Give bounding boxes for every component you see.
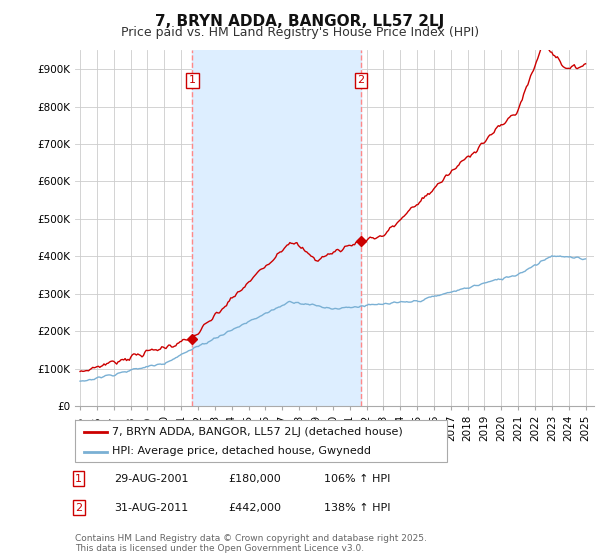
Text: 2: 2 [358,76,365,85]
Text: 2: 2 [75,503,82,513]
Text: HPI: Average price, detached house, Gwynedd: HPI: Average price, detached house, Gwyn… [112,446,371,456]
Text: 7, BRYN ADDA, BANGOR, LL57 2LJ (detached house): 7, BRYN ADDA, BANGOR, LL57 2LJ (detached… [112,427,403,437]
Text: 7, BRYN ADDA, BANGOR, LL57 2LJ: 7, BRYN ADDA, BANGOR, LL57 2LJ [155,14,445,29]
Text: 29-AUG-2001: 29-AUG-2001 [114,474,188,484]
Text: 106% ↑ HPI: 106% ↑ HPI [324,474,391,484]
Text: 31-AUG-2011: 31-AUG-2011 [114,503,188,513]
Text: £442,000: £442,000 [228,503,281,513]
Text: Price paid vs. HM Land Registry's House Price Index (HPI): Price paid vs. HM Land Registry's House … [121,26,479,39]
Text: 138% ↑ HPI: 138% ↑ HPI [324,503,391,513]
Text: £180,000: £180,000 [228,474,281,484]
Bar [193,50,361,406]
Text: 1: 1 [75,474,82,484]
Text: 1: 1 [189,76,196,85]
Text: Contains HM Land Registry data © Crown copyright and database right 2025.
This d: Contains HM Land Registry data © Crown c… [75,534,427,553]
